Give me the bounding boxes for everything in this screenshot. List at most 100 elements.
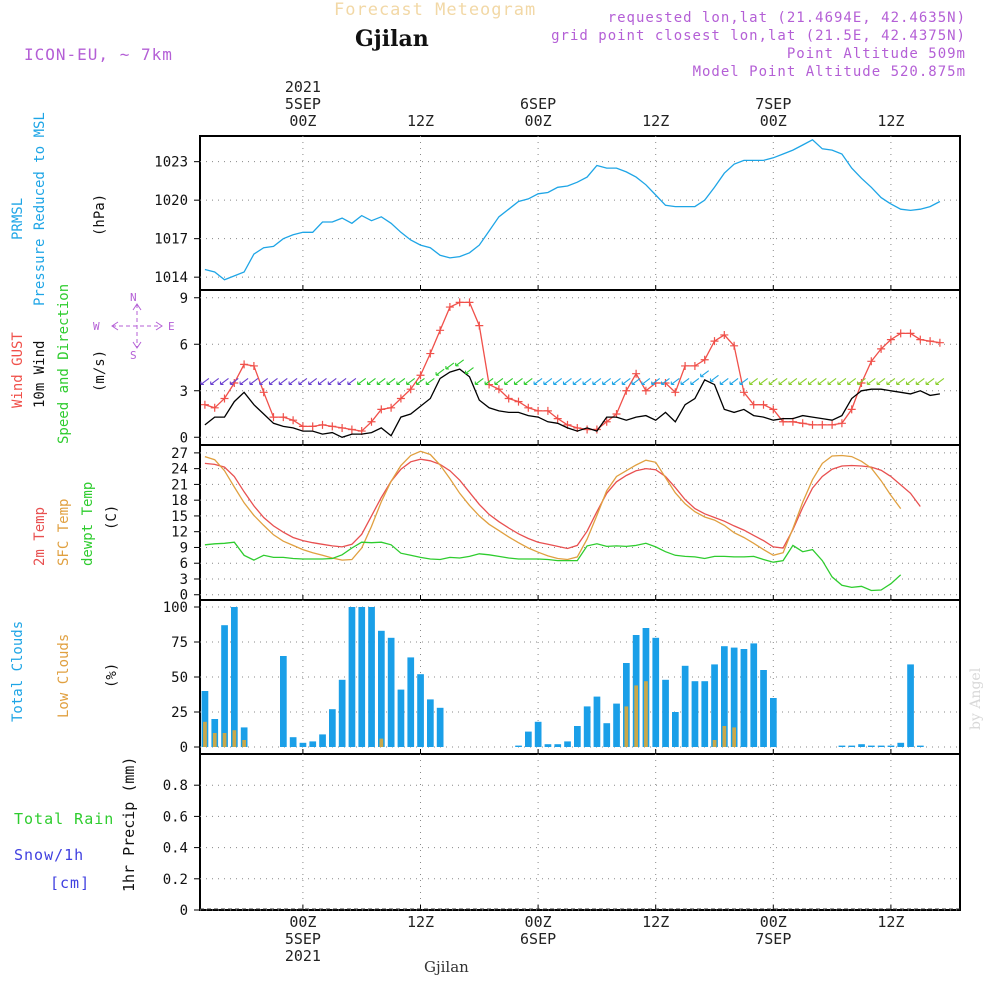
gust-point [328, 422, 337, 431]
clouds-bar-0 [387, 637, 395, 747]
wind-direction-arrow [602, 378, 612, 385]
y-tick-label: 0.6 [163, 809, 188, 825]
y-tick-label: 0.2 [163, 872, 188, 888]
gust-point [308, 422, 317, 431]
gust-point [524, 403, 533, 412]
wind-direction-arrow [425, 378, 435, 385]
gust-point [867, 357, 876, 366]
compass-east: E [168, 320, 175, 333]
gust-point [289, 416, 298, 425]
clouds-bar-0 [358, 607, 366, 747]
gust-point [298, 422, 307, 431]
time-label: 12Z [616, 113, 696, 130]
clouds-bar-0 [574, 726, 581, 747]
wind-direction-arrow [484, 378, 494, 385]
clouds-bar-1 [732, 727, 736, 747]
gust-point [690, 361, 699, 370]
wind-direction-arrow [621, 378, 631, 385]
clouds-bar-0 [917, 745, 924, 747]
y-tick-label: 100 [163, 600, 188, 616]
gust-point [377, 405, 386, 414]
clouds-bar-0 [299, 742, 307, 747]
gust-point [240, 360, 249, 369]
wind-direction-arrow [886, 378, 896, 385]
gust-point [220, 394, 229, 403]
gust-point [583, 425, 592, 434]
wind-direction-arrow [445, 362, 455, 370]
wind-direction-arrow [288, 378, 298, 385]
clouds-bar-1 [242, 740, 246, 747]
clouds-bar-0 [554, 744, 562, 747]
time-label-line: 00Z [524, 112, 552, 130]
clouds-bar-0 [897, 742, 905, 747]
y-tick-label: 1017 [154, 232, 188, 248]
time-label-line: 12Z [642, 112, 670, 130]
gust-point [249, 361, 258, 370]
clouds-bar-0 [603, 723, 611, 747]
clouds-bar-0 [231, 607, 238, 747]
wind-direction-arrow [915, 378, 925, 385]
gust-point [514, 397, 523, 406]
compass-south: S [130, 349, 137, 362]
wind-direction-arrow [406, 378, 416, 385]
wind-direction-arrow [866, 378, 876, 385]
clouds-bar-0 [221, 625, 228, 747]
wind-direction-arrow [827, 378, 837, 385]
pressure-series-0 [204, 139, 941, 281]
wind-direction-arrow [366, 378, 376, 385]
chart-title: Forecast Meteogram [334, 0, 537, 20]
clouds-bar-0 [583, 706, 591, 747]
gust-point [847, 405, 856, 414]
gust-point [416, 371, 425, 380]
clouds-bar-0 [730, 647, 738, 747]
time-label: 00Z 6SEP [498, 914, 578, 948]
wind-direction-arrow [876, 378, 886, 385]
gust-point [279, 413, 288, 422]
clouds-bar-0 [338, 679, 346, 747]
wind-direction-arrow [651, 378, 661, 385]
clouds-bar-0 [280, 656, 287, 747]
gust-point [367, 417, 376, 426]
gust-point [935, 338, 944, 347]
y-tick-label: 9 [180, 540, 188, 556]
wind-direction-arrow [415, 378, 425, 385]
wind-direction-arrow [504, 378, 514, 385]
gust-point [749, 400, 758, 409]
wind-direction-arrow [553, 378, 563, 385]
location-title: Gjilan [355, 26, 429, 52]
y-tick-label: 1020 [154, 193, 188, 209]
time-label-line: 6SEP [520, 95, 557, 113]
clouds-bar-0 [515, 745, 522, 747]
y-tick-label: 21 [171, 477, 188, 493]
time-label: 12Z [381, 914, 461, 931]
y-tick-label: 0 [180, 430, 188, 446]
gust-point [200, 400, 209, 409]
clouds-bar-0 [858, 744, 865, 747]
wind-direction-arrow [592, 378, 602, 385]
wind-direction-arrow [543, 378, 553, 385]
gust-point [318, 420, 327, 429]
time-label-line: 2021 [284, 947, 321, 965]
clouds-bar-0 [397, 689, 405, 747]
gust-point [534, 406, 543, 415]
wind-direction-arrow [719, 378, 729, 385]
wind-direction-arrow [219, 378, 229, 385]
wind-direction-arrow [798, 378, 808, 385]
wind-direction-arrow [455, 359, 465, 367]
y-tick-label: 6 [180, 556, 188, 572]
clouds-bar-0 [240, 727, 248, 747]
gust-point [926, 337, 935, 346]
temperature-series-0 [204, 458, 921, 550]
wind-direction-arrow [200, 378, 210, 385]
gust-point [396, 394, 405, 403]
clouds-bar-0 [417, 674, 424, 747]
wind-direction-arrow [582, 378, 592, 385]
y-tick-label: 25 [171, 705, 188, 721]
clouds-bar-0 [907, 664, 914, 747]
requested-coords: requested lon,lat (21.4694E, 42.4635N) [607, 10, 966, 26]
temperature-series-2 [204, 541, 902, 592]
time-label: 6SEP 00Z [498, 96, 578, 130]
wind-direction-arrow [494, 378, 504, 385]
gust-point [759, 400, 768, 409]
